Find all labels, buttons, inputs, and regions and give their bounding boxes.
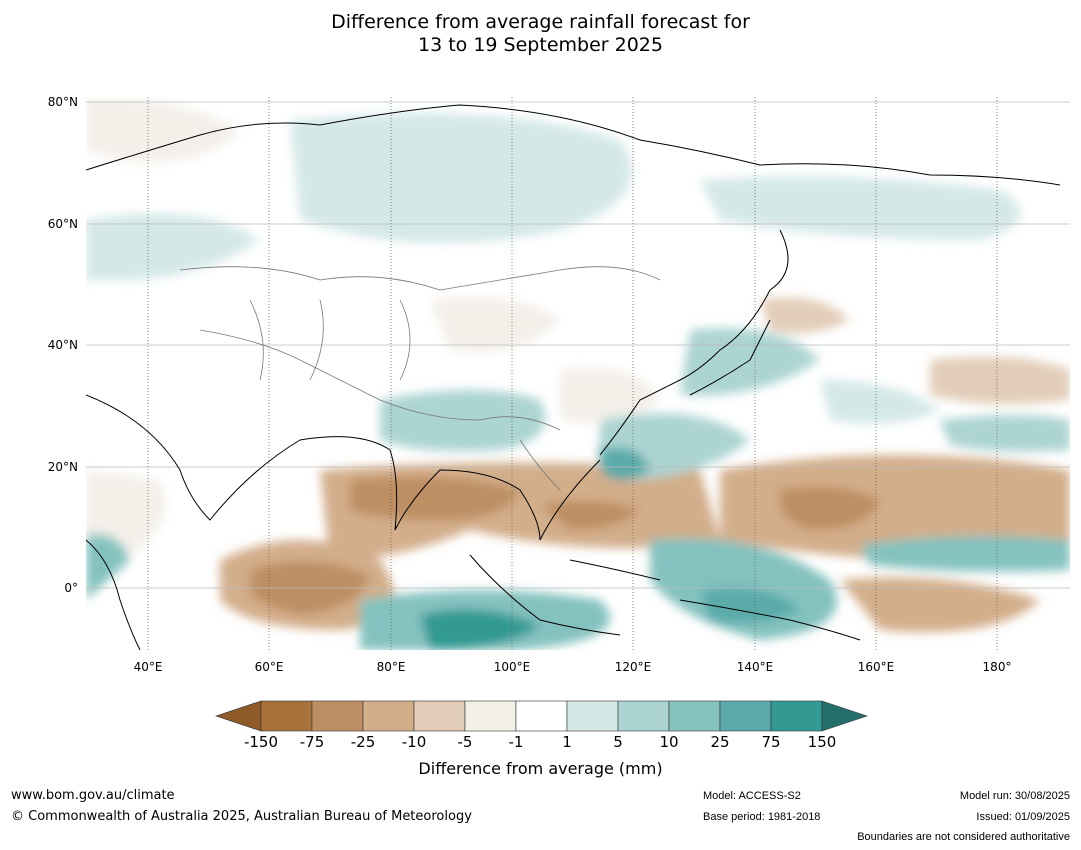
lon-label: 40°E	[133, 660, 163, 674]
colorbar	[215, 700, 868, 732]
colorbar-tick-label: 150	[807, 733, 837, 751]
colorbar-tick-label: 75	[761, 733, 781, 751]
colorbar-tick-label: -5	[457, 733, 473, 751]
footer-disclaimer: Boundaries are not considered authoritat…	[857, 831, 1070, 843]
lon-label: 160°E	[857, 660, 895, 674]
longitude-gridlines	[147, 97, 998, 650]
colorbar-title: Difference from average (mm)	[418, 759, 663, 778]
colorbar-tick-label: -10	[401, 733, 427, 751]
map-plot-area	[86, 97, 1070, 650]
map-title-line2: 13 to 19 September 2025	[418, 34, 663, 56]
colorbar-tick-label: 1	[562, 733, 572, 751]
colorbar-segment	[311, 700, 364, 732]
lon-label: 140°E	[736, 660, 774, 674]
colorbar-extend-high	[821, 700, 868, 732]
colorbar-tick-label: -75	[299, 733, 325, 751]
colorbar-segment	[413, 700, 466, 732]
lat-label: 60°N	[47, 217, 78, 231]
colorbar-segment	[617, 700, 670, 732]
colorbar-tick-label: -150	[243, 733, 279, 751]
lat-label: 0°	[64, 581, 78, 595]
lon-label: 60°E	[254, 660, 284, 674]
coastlines	[86, 104, 1061, 650]
colorbar-tick-label: -25	[350, 733, 376, 751]
colorbar-segment	[719, 700, 772, 732]
colorbar-extend-low	[215, 700, 262, 732]
colorbar-segment	[770, 700, 823, 732]
colorbar-segment	[362, 700, 415, 732]
lon-label: 100°E	[493, 660, 531, 674]
footer-model: Model: ACCESS-S2	[703, 790, 801, 802]
lon-label: 180°	[982, 660, 1012, 674]
lat-label: 80°N	[47, 95, 78, 109]
colorbar-segment	[464, 700, 517, 732]
colorbar-segment	[668, 700, 721, 732]
lat-label: 20°N	[47, 460, 78, 474]
footer-url[interactable]: www.bom.gov.au/climate	[11, 788, 175, 803]
colorbar-segment	[515, 700, 568, 732]
map-title-line1: Difference from average rainfall forecas…	[331, 11, 750, 33]
footer-issued: Issued: 01/09/2025	[976, 811, 1070, 823]
lon-label: 120°E	[614, 660, 652, 674]
colorbar-tick-label: 10	[659, 733, 679, 751]
footer-base-period: Base period: 1981-2018	[703, 811, 821, 823]
colorbar-tick-label: 5	[613, 733, 623, 751]
lon-label: 80°E	[376, 660, 406, 674]
country-boundaries	[179, 266, 661, 491]
colorbar-tick-label: 25	[710, 733, 730, 751]
footer-model-run: Model run: 30/08/2025	[959, 790, 1070, 802]
colorbar-segment	[566, 700, 619, 732]
colorbar-tick-label: -1	[508, 733, 524, 751]
anomaly-field	[86, 99, 1070, 650]
lat-label: 40°N	[47, 338, 78, 352]
colorbar-segment	[260, 700, 313, 732]
latitude-gridlines	[86, 101, 1070, 589]
footer-copyright: © Commonwealth of Australia 2025, Austra…	[11, 809, 472, 824]
